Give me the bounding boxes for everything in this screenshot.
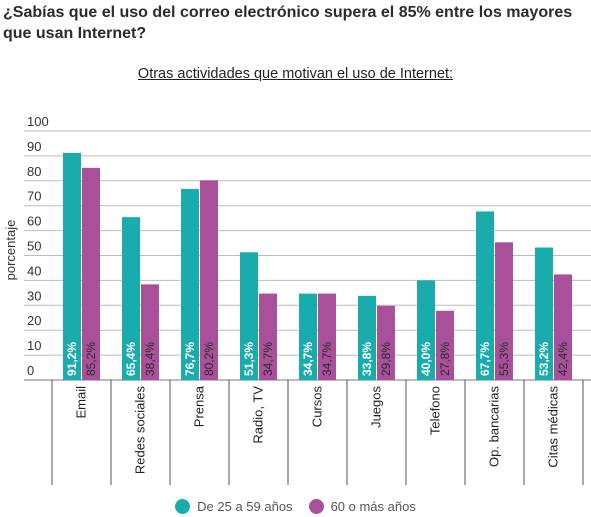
- bar: [181, 189, 199, 380]
- data-label: 67,7%: [478, 342, 492, 376]
- x-tick-label: Citas médicas: [546, 386, 561, 468]
- y-tick-label: 100: [27, 114, 49, 129]
- legend: De 25 a 59 años 60 o más años: [0, 499, 591, 514]
- data-label: 91,2%: [65, 342, 79, 376]
- data-label: 85,2%: [84, 342, 98, 376]
- bar: [535, 247, 553, 380]
- data-label: 34,7%: [301, 342, 315, 376]
- data-label: 33,8%: [360, 342, 374, 376]
- legend-label: 60 o más años: [330, 499, 416, 514]
- data-label: 29,8%: [379, 342, 393, 376]
- data-label: 38,4%: [143, 342, 157, 376]
- legend-swatch: [308, 499, 324, 514]
- bar: [377, 305, 395, 380]
- data-label: 34,7%: [320, 342, 334, 376]
- y-tick-label: 20: [27, 313, 41, 328]
- legend-item-series-2: 60 o más años: [308, 499, 416, 514]
- y-axis-label: porcentaje: [3, 220, 18, 281]
- x-tick-label: Cursos: [310, 386, 325, 428]
- bar: [358, 295, 376, 380]
- x-tick-label: Prensa: [192, 385, 207, 427]
- y-tick-label: 0: [27, 363, 34, 378]
- bar: [495, 242, 513, 380]
- y-tick-label: 80: [27, 164, 41, 179]
- x-axis-labels: Email Redes sociales Prensa Radio, TV Cursos…: [74, 385, 561, 474]
- data-label: 80,2%: [202, 342, 216, 376]
- x-tick-label: Op. bancarias: [487, 386, 502, 467]
- legend-swatch: [175, 499, 191, 514]
- y-tick-label: 70: [27, 189, 41, 204]
- x-tick-label: Juegos: [369, 386, 384, 428]
- y-tick-label: 50: [27, 239, 41, 254]
- data-label: 40,0%: [419, 342, 433, 376]
- bar: [318, 293, 336, 380]
- x-tick-label: Radio, TV: [251, 386, 266, 444]
- y-tick-label: 30: [27, 288, 41, 303]
- data-label: 76,7%: [183, 342, 197, 376]
- bar: [240, 252, 258, 380]
- y-tick-label: 60: [27, 214, 41, 229]
- data-label: 42,4%: [556, 342, 570, 376]
- data-label: 34,7%: [261, 342, 275, 376]
- data-label: 51,3%: [242, 342, 256, 376]
- bar: [417, 280, 435, 380]
- x-tick-label: Email: [74, 386, 89, 419]
- bar: [63, 152, 81, 380]
- y-tick-label: 40: [27, 263, 41, 278]
- legend-item-series-1: De 25 a 59 años: [175, 499, 293, 514]
- data-label: 55,3%: [497, 342, 511, 376]
- bar: [259, 293, 277, 380]
- bar: [436, 310, 454, 380]
- bar: [141, 284, 159, 380]
- chart-title: Otras actividades que motivan el uso de …: [137, 66, 454, 82]
- data-label: 65,4%: [124, 342, 138, 376]
- data-label: 27,8%: [438, 342, 452, 376]
- y-axis-ticks: 0 10 20 30 40 50 60 70 80 90 100: [27, 114, 49, 378]
- legend-label: De 25 a 59 años: [197, 499, 293, 514]
- x-tick-label: Telefono: [428, 386, 443, 435]
- bar: [476, 211, 494, 380]
- headline: ¿Sabías que el uso del correo electrónic…: [3, 4, 573, 42]
- x-tick-label: Redes sociales: [133, 386, 148, 475]
- bar: [299, 293, 317, 380]
- bars: 91,2% 85,2% 65,4% 38,4% 76,7% 80,2% 51,3% 34,7%…: [63, 152, 572, 380]
- bar: [554, 274, 572, 380]
- bar: [82, 167, 100, 380]
- y-tick-label: 90: [27, 139, 41, 154]
- y-tick-label: 10: [27, 338, 41, 353]
- bar: [200, 180, 218, 380]
- data-label: 53,2%: [537, 342, 551, 376]
- bar: [122, 217, 140, 380]
